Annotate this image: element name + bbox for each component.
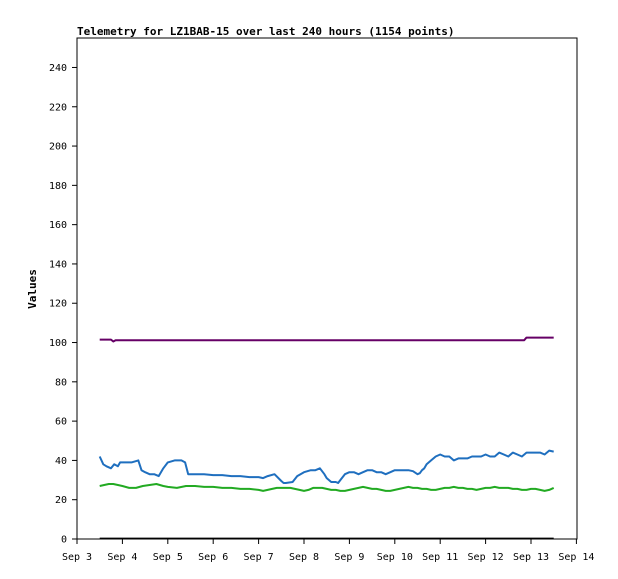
y-tick-label: 200 [49,142,67,153]
series-line-1 [99,336,554,343]
x-tick-label: Sep 12 [468,552,504,563]
x-axis: Sep 3 Sep 4 Sep 5 Sep 6 Sep 7 Sep 8 Sep 9 Sep 1… [62,539,594,563]
series-line-3 [99,483,555,492]
x-tick-label: Sep 7 [244,552,274,563]
y-tick-label: 40 [55,456,67,467]
x-tick-label: Sep 8 [289,552,319,563]
x-tick-label: Sep 10 [377,552,413,563]
series-line-2 [98,449,554,484]
y-tick-label: 220 [49,102,67,113]
y-tick-label: 100 [49,338,67,349]
plot-area-frame [76,37,578,540]
y-axis: 0 20 40 60 80 100 120 140 160 180 200 220 240 [49,63,77,546]
y-tick-label: 180 [49,181,67,192]
series-group [98,336,555,540]
y-tick-label: 80 [55,377,67,388]
y-tick-label: 240 [49,63,67,74]
x-tick-label: Sep 5 [153,552,183,563]
y-tick-label: 140 [49,259,67,270]
x-tick-label: Sep 6 [198,552,228,563]
y-tick-label: 20 [55,495,67,506]
x-tick-label: Sep 4 [107,552,137,563]
y-tick-label: 160 [49,220,67,231]
y-axis-label: Values [26,269,39,309]
y-tick-label: 60 [55,417,67,428]
x-tick-label: Sep 13 [513,552,549,563]
y-tick-label: 120 [49,299,67,310]
x-tick-label: Sep 9 [334,552,364,563]
x-tick-label: Sep 3 [62,552,92,563]
chart-title: Telemetry for LZ1BAB-15 over last 240 ho… [77,25,455,38]
x-tick-label: Sep 14 [558,552,594,563]
y-tick-label: 0 [61,535,67,546]
x-tick-label: Sep 11 [422,552,458,563]
